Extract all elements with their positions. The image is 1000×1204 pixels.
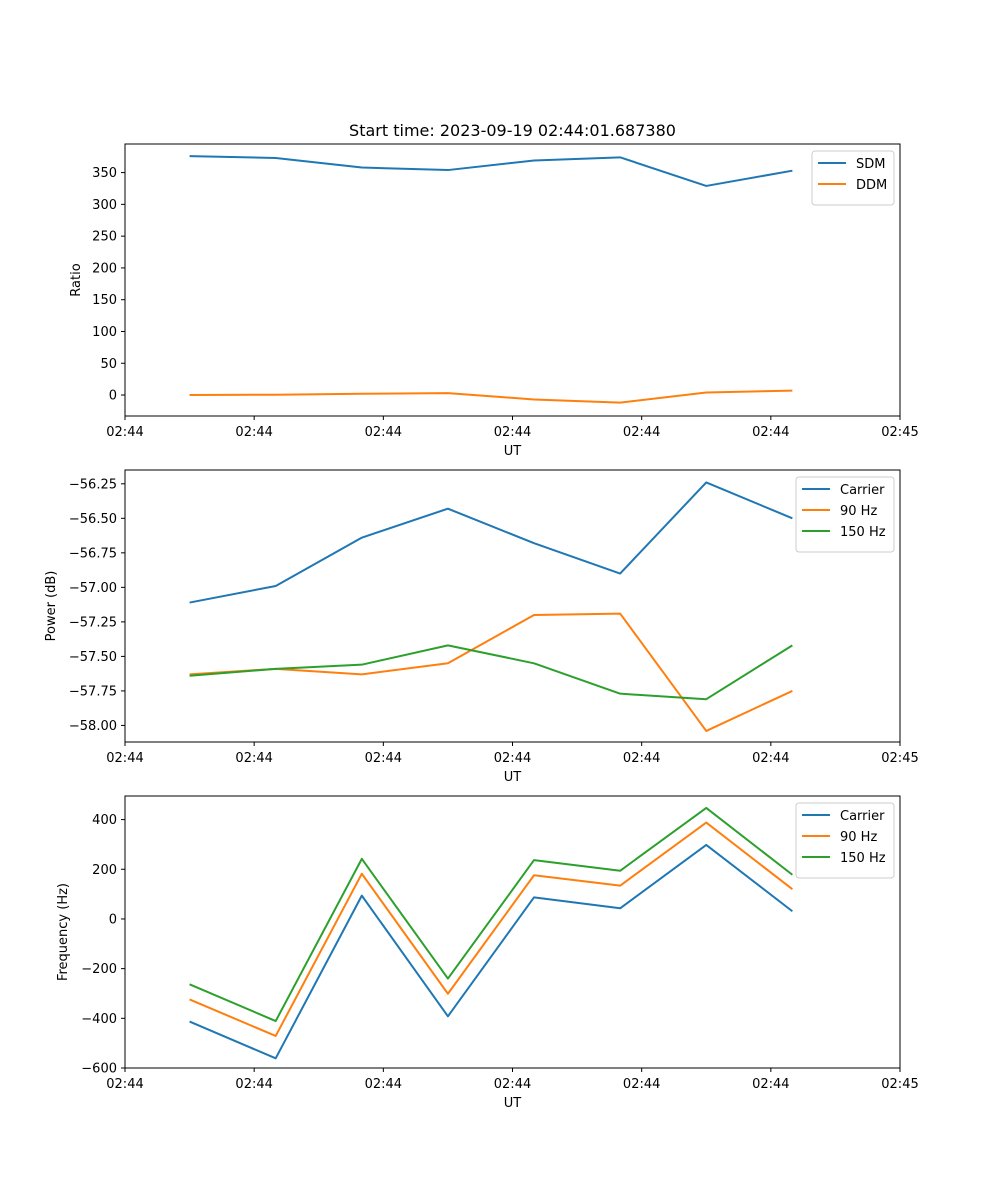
- power-series-carrier: [189, 481, 793, 604]
- frequency-y-tick-label: −200: [81, 962, 117, 977]
- power-legend-label: Carrier: [840, 483, 885, 498]
- power-series-90-hz: [189, 612, 793, 732]
- ratio-y-tick-label: 200: [92, 261, 117, 276]
- frequency-legend-box: [795, 802, 895, 879]
- ratio-y-tick-label: 250: [92, 230, 117, 245]
- frequency-y-tick-label: 400: [92, 813, 117, 828]
- frequency-y-tick-label: −600: [81, 1062, 117, 1077]
- power-x-axis-label: UT: [504, 770, 522, 785]
- ratio-legend-label: SDM: [856, 157, 885, 172]
- ratio-x-tick-label: 02:44: [106, 425, 143, 440]
- frequency-legend-label: 90 Hz: [840, 830, 877, 845]
- frequency-x-tick-label: 02:45: [881, 1077, 918, 1092]
- ratio-y-tick-label: 50: [100, 357, 117, 372]
- power-y-tick-label: −57.25: [69, 615, 117, 630]
- frequency-x-axis-label: UT: [504, 1096, 522, 1111]
- power-y-tick-label: −58.00: [69, 719, 117, 734]
- power-x-tick-label: 02:44: [365, 751, 402, 766]
- frequency-y-tick-label: 200: [92, 863, 117, 878]
- power-y-tick-label: −57.00: [69, 581, 117, 596]
- ratio-x-tick-label: 02:44: [365, 425, 402, 440]
- frequency-x-tick-label: 02:44: [752, 1077, 789, 1092]
- frequency-series-carrier: [189, 843, 793, 1060]
- frequency-legend-label: Carrier: [840, 809, 885, 824]
- ratio-y-tick-label: 100: [92, 325, 117, 340]
- frequency-series-90-hz: [189, 821, 793, 1037]
- frequency-series-150-hz: [189, 806, 793, 1023]
- power-panel: 02:44 02:44 02:44 02:44 02:44 02:44 02:45 −58.0…: [44, 469, 919, 785]
- power-y-axis-label: Power (dB): [44, 571, 59, 642]
- ratio-legend-label: DDM: [856, 178, 887, 193]
- ratio-y-tick-label: 300: [92, 198, 117, 213]
- frequency-x-tick-label: 02:44: [365, 1077, 402, 1092]
- frequency-legend: Carrier 90 Hz 150 Hz: [795, 802, 895, 879]
- power-legend-label: 90 Hz: [840, 504, 877, 519]
- ratio-x-tick-label: 02:44: [623, 425, 660, 440]
- power-y-tick-label: −57.75: [69, 684, 117, 699]
- power-series-150-hz: [189, 644, 793, 701]
- frequency-panel: 02:44 02:44 02:44 02:44 02:44 02:44 02:45 −600 −…: [56, 795, 919, 1111]
- ratio-y-tick-label: 150: [92, 293, 117, 308]
- frequency-x-tick-label: 02:44: [623, 1077, 660, 1092]
- power-x-tick-label: 02:44: [494, 751, 531, 766]
- frequency-x-tick-label: 02:44: [235, 1077, 272, 1092]
- ratio-y-tick-label: 0: [109, 389, 117, 404]
- frequency-legend-label: 150 Hz: [840, 851, 886, 866]
- ratio-x-tick-label: 02:44: [235, 425, 272, 440]
- figure-title: Start time: 2023-09-19 02:44:01.687380: [349, 121, 676, 140]
- frequency-y-tick-label: −400: [81, 1012, 117, 1027]
- ratio-series-ddm: [189, 389, 793, 404]
- ratio-y-axis-label: Ratio: [69, 263, 84, 296]
- ratio-x-tick-label: 02:44: [752, 425, 789, 440]
- power-y-tick-label: −56.75: [69, 546, 117, 561]
- power-y-tick-label: −56.50: [69, 512, 117, 527]
- ratio-x-axis-label: UT: [504, 444, 522, 459]
- power-x-tick-label: 02:44: [235, 751, 272, 766]
- power-legend: Carrier 90 Hz 150 Hz: [795, 476, 895, 553]
- frequency-x-tick-label: 02:44: [494, 1077, 531, 1092]
- power-legend-box: [795, 476, 895, 553]
- frequency-x-tick-label: 02:44: [106, 1077, 143, 1092]
- power-y-tick-label: −57.50: [69, 650, 117, 665]
- power-x-tick-label: 02:44: [106, 751, 143, 766]
- ratio-series-sdm: [189, 155, 793, 187]
- frequency-y-tick-label: 0: [109, 912, 117, 927]
- ratio-legend: SDM DDM: [811, 150, 895, 206]
- power-y-tick-label: −56.25: [69, 477, 117, 492]
- ratio-x-tick-label: 02:45: [881, 425, 918, 440]
- power-legend-label: 150 Hz: [840, 525, 886, 540]
- power-x-tick-label: 02:44: [623, 751, 660, 766]
- ratio-y-tick-label: 350: [92, 166, 117, 181]
- ratio-legend-box: [811, 150, 895, 206]
- power-x-tick-label: 02:45: [881, 751, 918, 766]
- ratio-x-tick-label: 02:44: [494, 425, 531, 440]
- ratio-panel: 02:44 02:44 02:44 02:44 02:44 02:44 02:45 0 50 10…: [69, 143, 919, 459]
- frequency-y-axis-label: Frequency (Hz): [56, 883, 71, 981]
- power-x-tick-label: 02:44: [752, 751, 789, 766]
